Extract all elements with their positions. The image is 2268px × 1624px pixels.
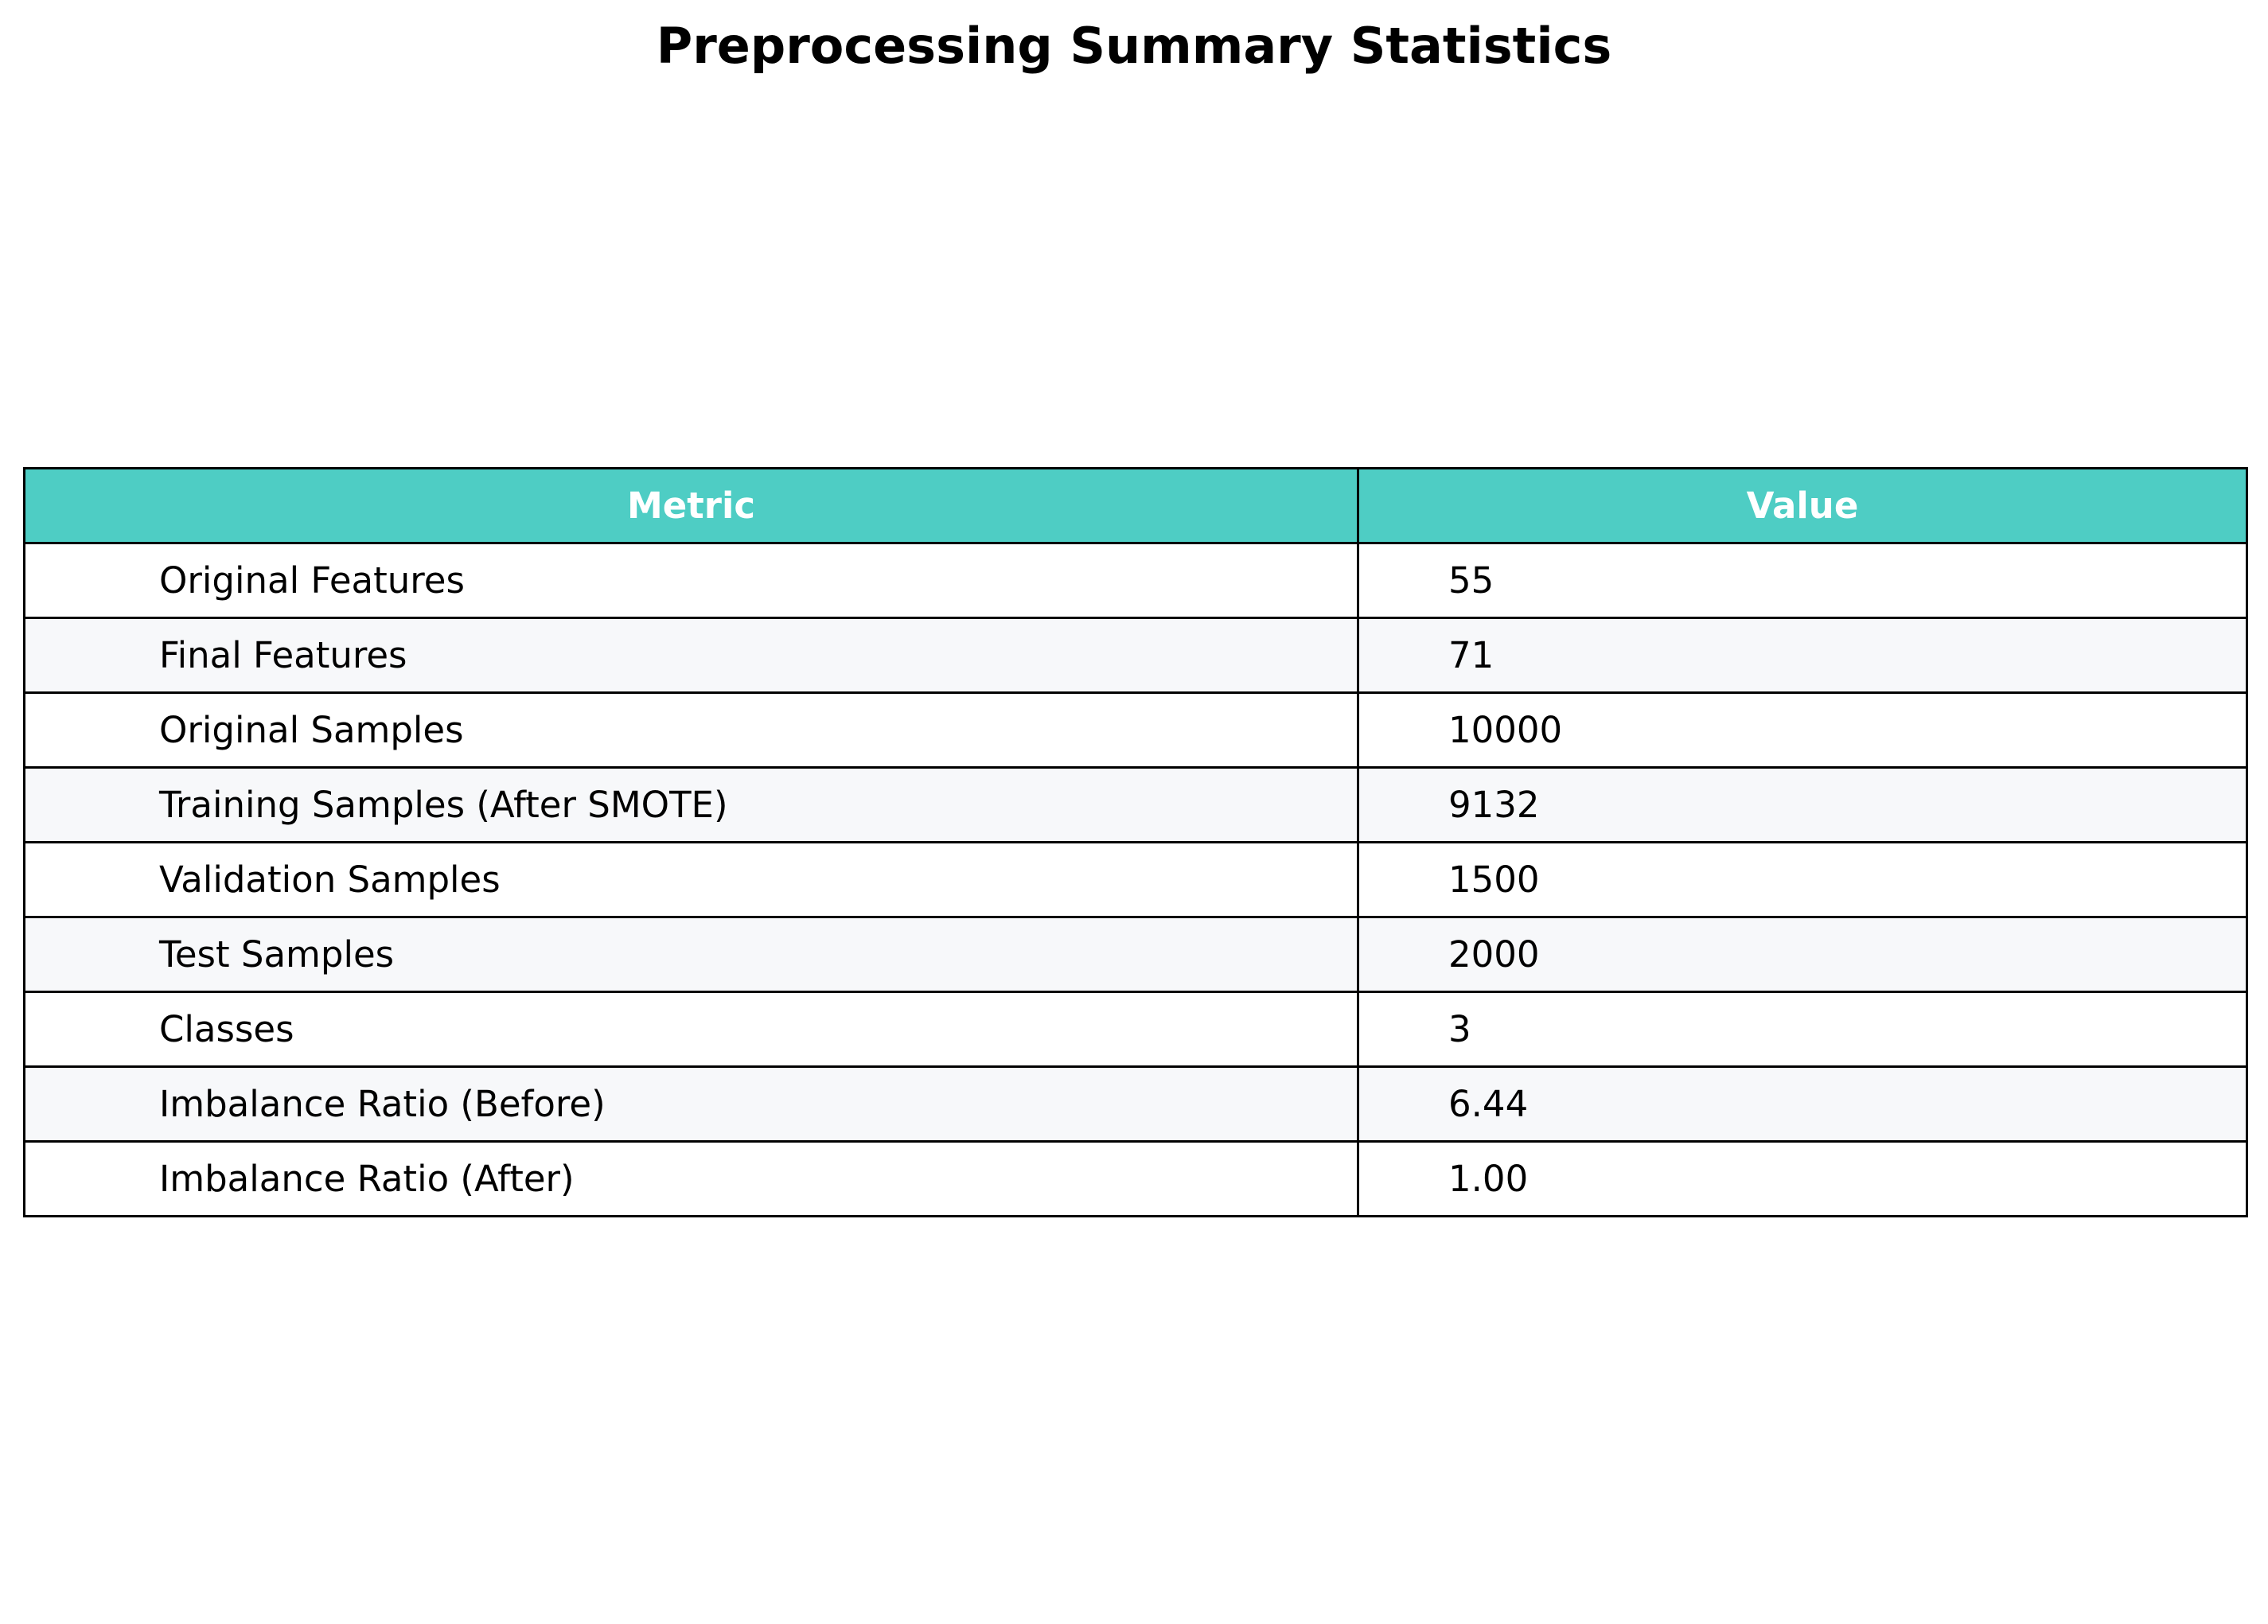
metric-cell: Original Features: [23, 542, 1359, 619]
table-row: Original Features 55: [23, 542, 2248, 619]
table-row: Imbalance Ratio (Before) 6.44: [23, 1065, 2248, 1143]
table-row: Validation Samples 1500: [23, 841, 2248, 918]
value-cell: 6.44: [1357, 1065, 2248, 1143]
value-cell: 9132: [1357, 766, 2248, 843]
chart-title: Preprocessing Summary Statistics: [656, 17, 1612, 75]
table-row: Classes 3: [23, 991, 2248, 1068]
table-row: Imbalance Ratio (After) 1.00: [23, 1140, 2248, 1217]
value-cell: 2000: [1357, 916, 2248, 993]
table-row: Final Features 71: [23, 617, 2248, 694]
summary-table: Metric Value Original Features 55 Final …: [23, 467, 2248, 1217]
metric-cell: Imbalance Ratio (Before): [23, 1065, 1359, 1143]
value-cell: 1500: [1357, 841, 2248, 918]
metric-cell: Final Features: [23, 617, 1359, 694]
value-cell: 71: [1357, 617, 2248, 694]
metric-cell: Imbalance Ratio (After): [23, 1140, 1359, 1217]
value-cell: 10000: [1357, 691, 2248, 769]
header-row: Metric Value: [23, 467, 2248, 544]
column-header-metric: Metric: [23, 467, 1359, 544]
table-row: Original Samples 10000: [23, 691, 2248, 769]
metric-cell: Training Samples (After SMOTE): [23, 766, 1359, 843]
column-header-value: Value: [1357, 467, 2248, 544]
table-row: Training Samples (After SMOTE) 9132: [23, 766, 2248, 843]
metric-cell: Test Samples: [23, 916, 1359, 993]
metric-cell: Original Samples: [23, 691, 1359, 769]
metric-cell: Classes: [23, 991, 1359, 1068]
table-row: Test Samples 2000: [23, 916, 2248, 993]
value-cell: 55: [1357, 542, 2248, 619]
value-cell: 1.00: [1357, 1140, 2248, 1217]
metric-cell: Validation Samples: [23, 841, 1359, 918]
value-cell: 3: [1357, 991, 2248, 1068]
